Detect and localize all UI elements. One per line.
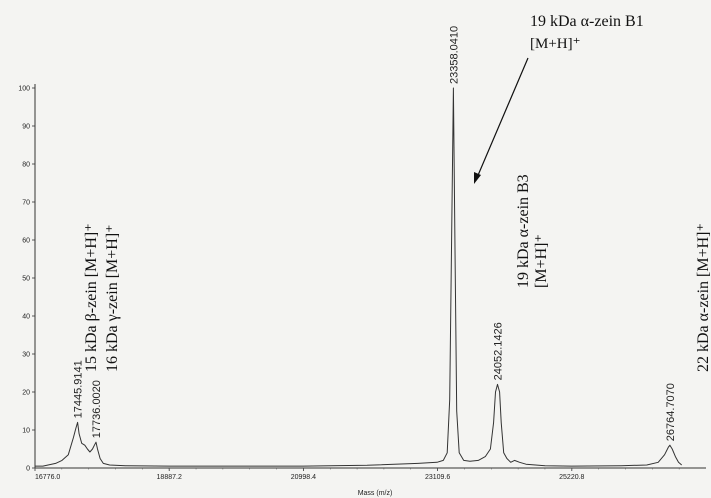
annotation-22kda-alpha-zein: 22 kDa α-zein [M+H]⁺ [695,223,711,372]
series-group [35,87,683,467]
y-tick-label: 90 [22,124,30,131]
spectrum-line-0 [35,87,683,467]
x-tick-label: 25220.8 [559,474,584,481]
annotation-arrow-head [474,172,481,184]
y-tick-label: 100 [18,86,30,93]
x-tick-label: 16776.0 [35,474,60,481]
annotation-alpha-zein-b1: 19 kDa α-zein B1 [530,13,644,30]
peak-label: 23358.0410 [448,26,460,84]
annotation-alpha-zein-b1-ion: [M+H]⁺ [530,36,581,52]
x-tick-label: 18887.2 [157,474,182,481]
x-axis-ticks: 16776.0 18887.2 20998.4 23109.6 25220.8 [34,468,680,481]
y-tick-label: 0 [26,466,30,473]
y-tick-label: 60 [22,238,30,245]
annotation-arrow-line [475,57,529,181]
peak-label: 26764.7070 [665,383,677,441]
annotation-alpha-zein-b3: 19 kDa α-zein B3 [515,174,532,288]
peak-label: 17736.0020 [91,380,103,438]
annotation-gamma-zein: 16 kDa γ-zein [M+H]⁺ [104,224,121,372]
y-tick-label: 30 [22,352,30,359]
y-tick-label: 80 [22,162,30,169]
y-tick-label: 70 [22,200,30,207]
y-axis-ticks: 0 10 20 30 40 50 60 70 80 90 100 [18,86,35,473]
peak-labels: 17445.9141 17736.0020 23358.0410 24052.1426… [73,26,677,441]
y-tick-label: 50 [22,276,30,283]
y-tick-label: 40 [22,314,30,321]
axes [34,84,706,469]
annotation-alpha-zein-b3-ion: [M+H]⁺ [533,234,550,288]
peak-label: 24052.1426 [493,322,505,380]
x-tick-label: 20998.4 [291,474,316,481]
x-axis-title: Mass (m/z) [358,490,393,497]
y-tick-label: 10 [22,428,30,435]
peak-label: 17445.9141 [73,360,85,418]
y-tick-label: 20 [22,390,30,397]
x-tick-label: 23109.6 [425,474,450,481]
annotation-beta-zein: 15 kDa β-zein [M+H]⁺ [83,223,100,372]
